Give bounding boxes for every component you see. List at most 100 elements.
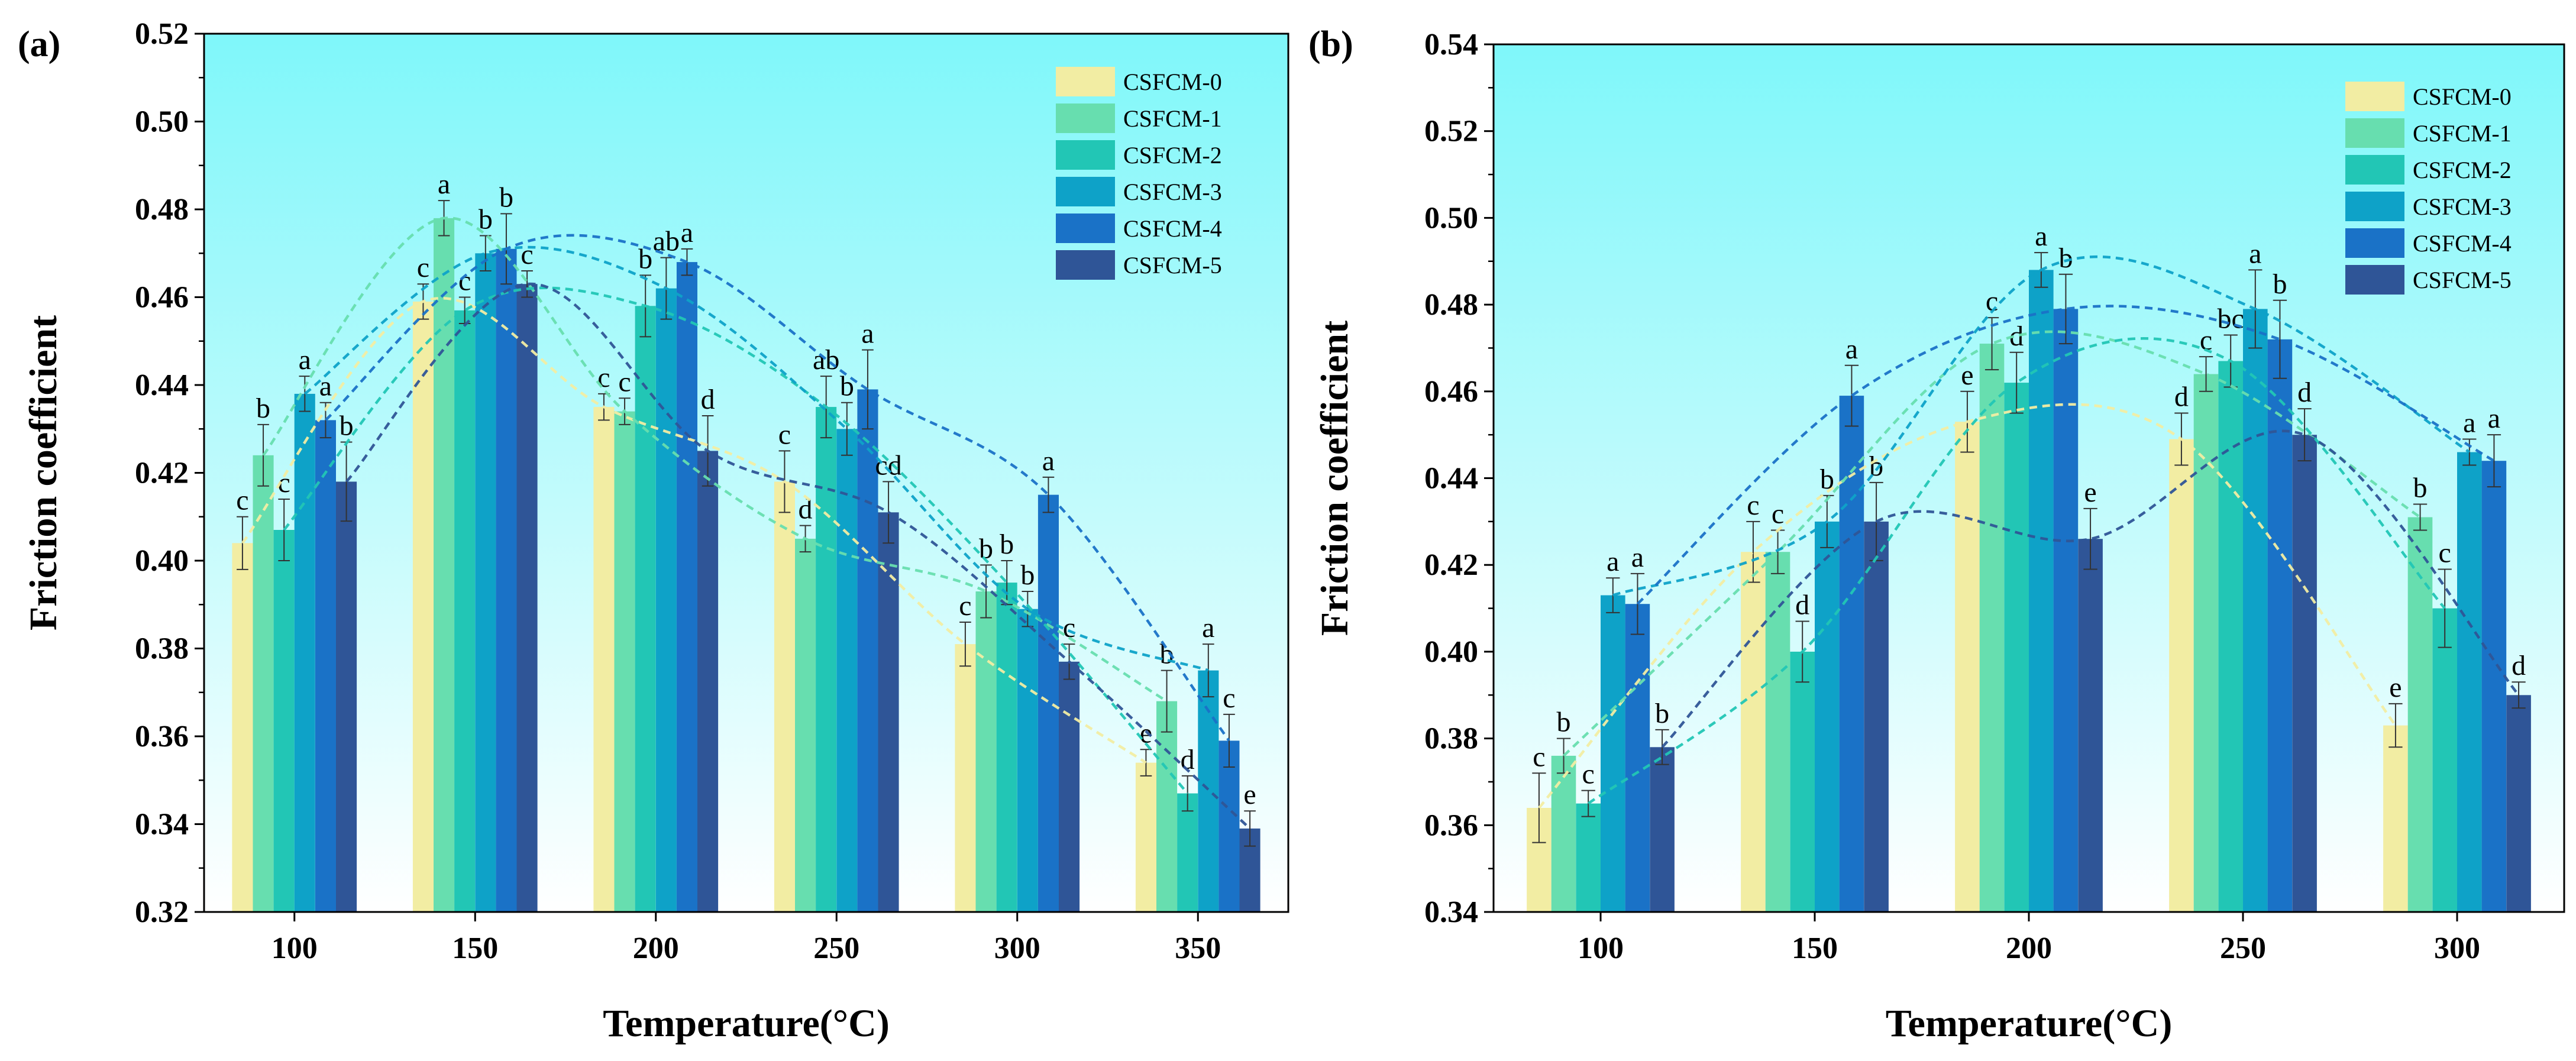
- significance-label: b: [1020, 559, 1035, 591]
- legend-swatch: [2345, 118, 2404, 148]
- bar: [412, 301, 434, 912]
- bar: [454, 310, 476, 912]
- x-axis-title: Temperature(°C): [603, 1002, 890, 1045]
- bar: [1218, 740, 1240, 912]
- significance-label: c: [1582, 759, 1595, 790]
- y-tick-label: 0.50: [135, 105, 189, 139]
- trend-line: [1612, 255, 2471, 597]
- significance-label: c: [1533, 741, 1545, 772]
- bar: [1198, 670, 1219, 912]
- bar: [2193, 374, 2219, 912]
- trend-line: [1587, 337, 2446, 805]
- bar: [1156, 701, 1178, 912]
- legend-label: CSFCM-4: [1123, 215, 1222, 242]
- bar: [655, 288, 677, 913]
- bar: [1979, 344, 2005, 912]
- bar: [676, 262, 697, 913]
- legend-swatch: [1056, 67, 1115, 96]
- significance-label: a: [299, 344, 311, 376]
- y-tick-label: 0.34: [135, 808, 189, 842]
- y-tick-label: 0.52: [1424, 115, 1478, 148]
- y-tick-label: 0.36: [135, 720, 189, 753]
- significance-label: e: [1961, 360, 1973, 391]
- bar: [2267, 339, 2293, 912]
- bar: [496, 248, 517, 912]
- significance-label: c: [417, 252, 429, 283]
- significance-label: b: [1000, 529, 1014, 560]
- legend-swatch: [1056, 250, 1115, 280]
- significance-label: b: [2273, 269, 2287, 300]
- panel-label: (a): [18, 24, 60, 64]
- y-tick-label: 0.50: [1424, 201, 1478, 235]
- y-tick-label: 0.38: [1424, 722, 1478, 756]
- significance-label: c: [597, 362, 610, 393]
- bar: [434, 218, 455, 912]
- bar: [1955, 422, 1980, 912]
- legend-label: CSFCM-2: [1123, 142, 1222, 169]
- x-tick-label: 150: [452, 931, 498, 965]
- bar: [2292, 435, 2317, 912]
- bar: [795, 538, 816, 912]
- significance-label: b: [2058, 242, 2073, 274]
- bar: [816, 407, 837, 912]
- bar: [1815, 521, 1840, 912]
- bar: [635, 306, 656, 912]
- legend-label: CSFCM-0: [1123, 69, 1222, 95]
- significance-label: c: [778, 419, 791, 450]
- significance-label: b: [1557, 707, 1571, 738]
- panel-label: (b): [1308, 24, 1353, 64]
- bar: [475, 253, 496, 912]
- significance-label: a: [2463, 407, 2475, 439]
- y-tick-label: 0.48: [135, 193, 189, 227]
- y-tick-label: 0.46: [135, 281, 189, 315]
- significance-label: a: [2035, 221, 2047, 252]
- x-tick-label: 100: [272, 931, 318, 965]
- bar: [2432, 608, 2457, 912]
- x-tick-label: 250: [2220, 931, 2266, 965]
- legend-label: CSFCM-5: [2413, 267, 2512, 293]
- significance-label: d: [701, 384, 715, 415]
- y-tick-label: 0.48: [1424, 288, 1478, 322]
- bar: [1037, 494, 1059, 912]
- bar: [996, 583, 1017, 912]
- significance-label: e: [2084, 477, 2096, 508]
- significance-label: b: [340, 410, 354, 442]
- bar: [2029, 270, 2054, 912]
- significance-label: d: [2512, 650, 2526, 681]
- bar: [1135, 762, 1156, 912]
- legend-swatch: [2345, 228, 2404, 258]
- bar: [315, 420, 336, 912]
- significance-label: d: [2174, 381, 2189, 413]
- y-tick-label: 0.40: [1424, 635, 1478, 669]
- bar: [836, 429, 858, 912]
- significance-label: b: [2413, 473, 2428, 504]
- y-tick-label: 0.52: [135, 17, 189, 51]
- significance-label: c: [1223, 682, 1235, 714]
- significance-label: c: [278, 467, 290, 499]
- y-axis-title: Friction coefficient: [1313, 321, 1356, 636]
- bar: [1864, 521, 1889, 912]
- legend-label: CSFCM-1: [2413, 120, 2512, 147]
- significance-label: b: [1655, 698, 1669, 729]
- significance-label: d: [1795, 590, 1809, 621]
- significance-label: b: [256, 393, 270, 424]
- x-axis-title: Temperature(°C): [1886, 1002, 2173, 1045]
- bar: [336, 481, 357, 912]
- significance-label: a: [1202, 612, 1214, 643]
- bar: [2004, 383, 2029, 912]
- legend-label: CSFCM-0: [2413, 83, 2512, 110]
- trend-line: [303, 245, 1209, 672]
- significance-label: ab: [813, 344, 839, 376]
- significance-label: d: [2297, 377, 2312, 408]
- bar: [1059, 661, 1080, 912]
- bar: [2506, 695, 2531, 913]
- legend-swatch: [2345, 155, 2404, 185]
- significance-label: a: [319, 371, 332, 402]
- trend-line: [241, 296, 1147, 764]
- x-tick-label: 100: [1578, 931, 1624, 965]
- bar: [955, 644, 976, 912]
- significance-label: bc: [2218, 303, 2244, 334]
- x-tick-label: 350: [1175, 931, 1221, 965]
- significance-label: e: [1243, 779, 1256, 810]
